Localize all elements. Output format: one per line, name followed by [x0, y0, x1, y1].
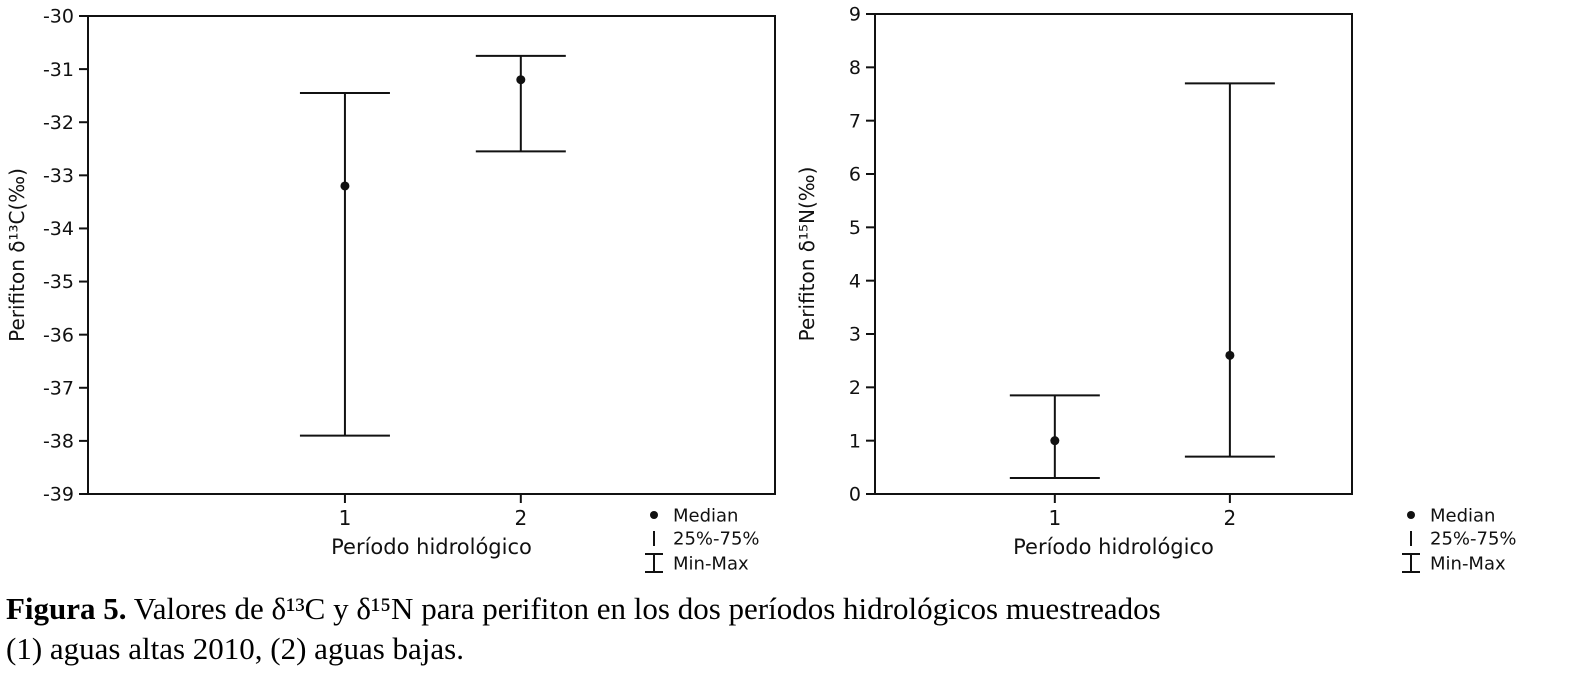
- median-point: [516, 75, 526, 85]
- y-tick-label: -37: [43, 377, 74, 399]
- median-point: [1050, 436, 1060, 446]
- x-tick-label: 2: [514, 506, 527, 530]
- plot-frame: [874, 13, 1353, 495]
- median-dot-icon: [650, 511, 658, 519]
- y-tick-label: 9: [849, 4, 861, 26]
- x-tick-label: 1: [339, 506, 352, 530]
- chart-d15n: 0 1 2 3 4 5 6 7 8 9 1 2 Período hidrológico Perifiton…: [795, 4, 1517, 575]
- x-axis-title: Período hidrológico: [1013, 535, 1214, 559]
- caption-text-line2: (1) aguas altas 2010, (2) aguas bajas.: [6, 631, 464, 667]
- x-tick-label: 1: [1048, 506, 1061, 530]
- y-tick-label: -35: [43, 271, 74, 293]
- legend-label-median: Median: [673, 505, 738, 526]
- y-tick-label: 3: [849, 324, 861, 346]
- y-tick-label: -38: [43, 431, 74, 453]
- legend-label-minmax: Min-Max: [673, 553, 749, 574]
- y-tick-label: -33: [43, 165, 74, 187]
- median-dot-icon: [1407, 511, 1415, 519]
- x-axis-title: Período hidrológico: [331, 535, 532, 559]
- plot-frame: [87, 15, 776, 495]
- y-tick-label: -39: [43, 484, 74, 506]
- charts-row: -39 -38 -37 -36 -35 -34 -33 -32 -31 -30 1 2 Período …: [5, 4, 1517, 575]
- y-tick-label: 8: [849, 57, 861, 79]
- y-axis-title: Perifiton δ¹⁵N(‰): [795, 167, 819, 342]
- caption-label: Figura 5.: [6, 591, 127, 626]
- y-tick-label: 7: [849, 110, 861, 132]
- y-tick-label: -34: [43, 218, 74, 240]
- legend-label-minmax: Min-Max: [1430, 553, 1506, 574]
- y-tick-label: 1: [849, 430, 861, 452]
- y-tick-label: -36: [43, 324, 74, 346]
- y-tick-label: -30: [43, 6, 74, 28]
- median-point: [1225, 350, 1235, 360]
- median-point: [340, 181, 350, 191]
- y-tick-label: -31: [43, 59, 74, 81]
- y-tick-label: -32: [43, 112, 74, 134]
- x-tick-label: 2: [1224, 506, 1237, 530]
- y-tick-label: 4: [849, 270, 861, 292]
- y-tick-label: 2: [849, 377, 861, 399]
- legend-label-median: Median: [1430, 505, 1495, 526]
- figure-caption: Figura 5. Valores de δ¹³C y δ¹⁵N para pe…: [6, 589, 1573, 670]
- legend-label-25-75: 25%-75%: [1430, 528, 1517, 549]
- y-axis-title: Perifiton δ¹³C(‰): [5, 168, 29, 342]
- legend-label-25-75: 25%-75%: [673, 528, 760, 549]
- y-tick-label: 6: [849, 164, 861, 186]
- y-tick-label: 5: [849, 217, 861, 239]
- caption-text-line1: Valores de δ¹³C y δ¹⁵N para perifiton en…: [126, 591, 1161, 626]
- chart-d13c: -39 -38 -37 -36 -35 -34 -33 -32 -31 -30 1 2 Período …: [5, 6, 776, 574]
- y-tick-label: 0: [849, 484, 861, 506]
